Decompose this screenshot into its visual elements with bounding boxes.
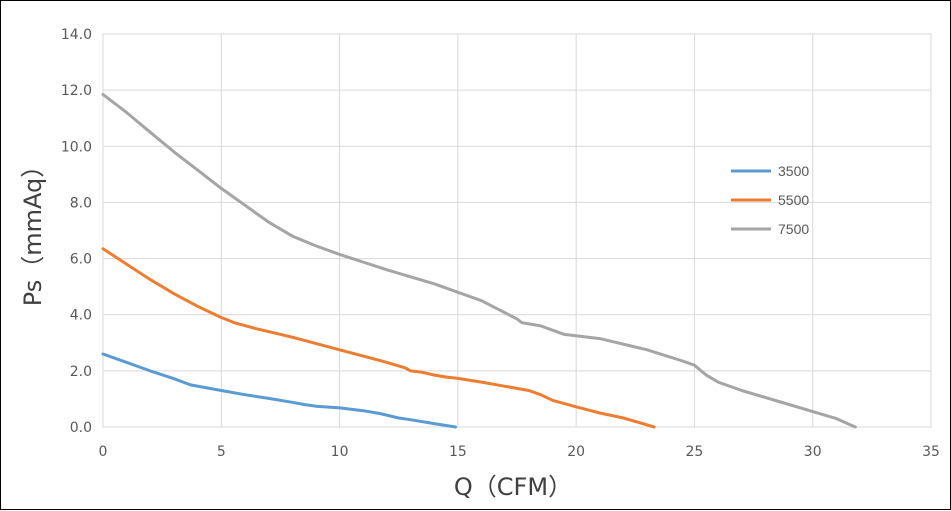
y-tick-label: 8.0 (70, 195, 92, 211)
x-tick-label: 15 (449, 444, 467, 460)
x-tick-label: 10 (331, 444, 349, 460)
y-axis-ticks: 0.0 2.0 4.0 6.0 8.0 10.0 12.0 14.0 (61, 27, 92, 436)
y-tick-label: 10.0 (61, 139, 92, 155)
x-axis-title: Q（CFM） (454, 473, 572, 501)
grid (102, 33, 932, 428)
legend-label-5500: 5500 (778, 192, 809, 208)
y-tick-label: 14.0 (61, 27, 92, 43)
x-tick-label: 5 (217, 444, 226, 460)
series-line-3500 (101, 352, 457, 429)
series-line-5500 (101, 247, 656, 429)
legend-label-3500: 3500 (778, 163, 809, 179)
x-tick-label: 30 (804, 444, 822, 460)
x-tick-label: 25 (686, 444, 704, 460)
y-tick-label: 2.0 (70, 364, 92, 380)
x-tick-label: 0 (99, 444, 108, 460)
y-tick-label: 0.0 (70, 420, 92, 436)
y-tick-label: 4.0 (70, 308, 92, 324)
y-tick-label: 6.0 (70, 252, 92, 268)
legend: 3500 5500 7500 (731, 163, 809, 237)
y-tick-label: 12.0 (61, 83, 92, 99)
y-axis-title: Ps（mmAq） (19, 154, 47, 307)
legend-label-7500: 7500 (778, 221, 809, 237)
series-line-7500 (101, 92, 857, 429)
x-tick-label: 20 (567, 444, 585, 460)
series-lines (101, 92, 857, 429)
x-tick-label: 35 (922, 444, 940, 460)
x-axis-ticks: 0 5 10 15 20 25 30 35 (99, 444, 940, 460)
plot-area (102, 33, 932, 428)
